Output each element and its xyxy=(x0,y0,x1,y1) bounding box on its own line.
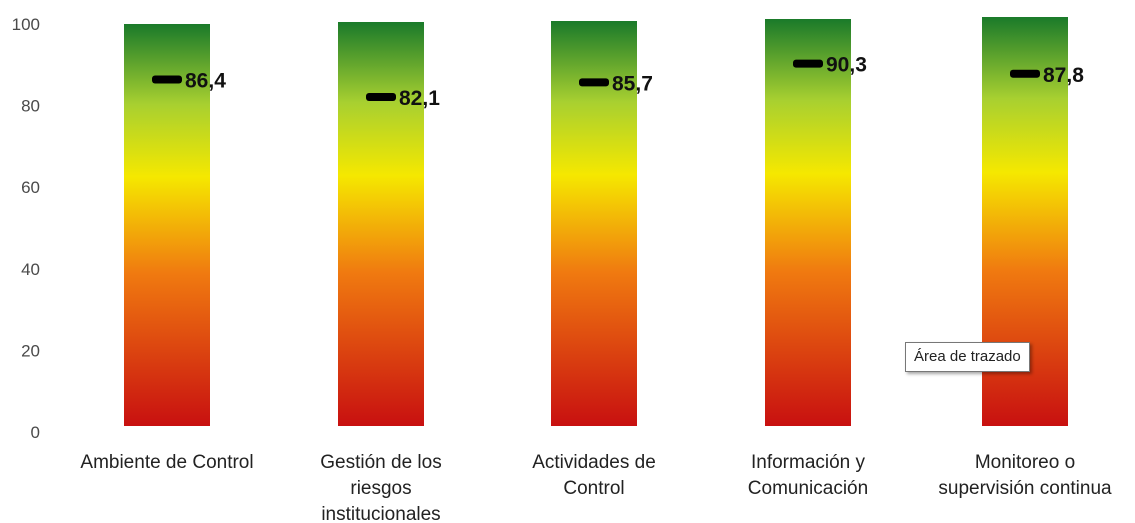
category-label-line: Gestión de los xyxy=(320,452,441,473)
plot-area-tooltip: Área de trazado xyxy=(905,342,1030,372)
category-label-line: Ambiente de Control xyxy=(80,452,253,473)
value-label: 85,7 xyxy=(612,72,653,95)
value-marker xyxy=(793,59,823,68)
value-marker xyxy=(152,75,182,84)
tooltip-text: Área de trazado xyxy=(914,348,1021,365)
y-tick-label: 60 xyxy=(21,178,40,197)
category-labels: Ambiente de Control Gestión de los riesgos… xyxy=(80,452,1112,523)
category-label: Ambiente de Control xyxy=(80,452,253,473)
y-tick-label: 20 xyxy=(21,341,40,360)
category-label-line: Comunicación xyxy=(748,478,868,499)
category-label-line: riesgos xyxy=(350,478,411,499)
category-label-line: supervisión continua xyxy=(938,478,1112,499)
value-marker xyxy=(579,78,609,87)
value-label: 82,1 xyxy=(399,87,440,110)
category-label: Información y Comunicación xyxy=(748,452,868,499)
category-label-line: Información y xyxy=(751,452,866,473)
bar xyxy=(124,24,210,426)
value-label: 86,4 xyxy=(185,69,226,92)
y-tick-label: 80 xyxy=(21,97,40,116)
category-label-line: Control xyxy=(563,478,624,499)
category-label-line: Monitoreo o xyxy=(975,452,1075,473)
y-tick-label: 100 xyxy=(12,15,40,34)
value-label: 90,3 xyxy=(826,54,867,77)
bar xyxy=(551,21,637,426)
value-marker xyxy=(1010,69,1040,78)
category-label: Gestión de los riesgos institucionales xyxy=(320,452,441,523)
category-label-line: institucionales xyxy=(321,504,440,523)
y-tick-label: 40 xyxy=(21,260,40,279)
bar xyxy=(765,19,851,426)
value-label: 87,8 xyxy=(1043,64,1084,87)
value-marker xyxy=(366,93,396,102)
bar xyxy=(338,22,424,426)
category-label-line: Actividades de xyxy=(532,452,656,473)
category-label: Monitoreo o supervisión continua xyxy=(938,452,1112,499)
category-label: Actividades de Control xyxy=(532,452,656,499)
y-tick-label: 0 xyxy=(31,423,40,442)
y-axis: 0 20 40 60 80 100 xyxy=(12,15,40,442)
